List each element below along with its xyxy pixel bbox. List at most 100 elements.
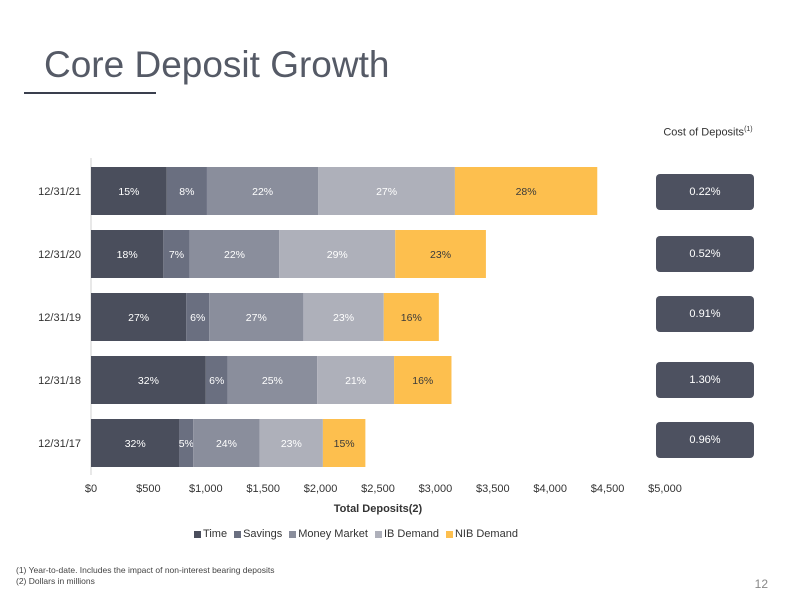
cost-value: 0.52% bbox=[689, 248, 721, 260]
cost-box-2018: 1.30% bbox=[656, 362, 754, 398]
bar-data-label: 6% bbox=[190, 312, 205, 324]
bar-data-label: 7% bbox=[169, 249, 184, 261]
bar-segment bbox=[227, 356, 318, 404]
cost-box-2021: 0.22% bbox=[656, 174, 754, 210]
bar-segment bbox=[454, 167, 598, 215]
bar-data-label: 32% bbox=[125, 438, 146, 450]
bar-segment bbox=[322, 419, 366, 467]
legend-swatch bbox=[289, 530, 297, 538]
bar-segment bbox=[91, 167, 167, 215]
y-category-label: 12/31/20 bbox=[38, 249, 81, 261]
bar-data-label: 5% bbox=[179, 438, 194, 450]
bar-segment bbox=[189, 230, 280, 278]
y-category-label: 12/31/17 bbox=[38, 438, 81, 450]
bar-segment bbox=[166, 167, 207, 215]
legend-item: NIB Demand bbox=[445, 528, 518, 540]
bar-data-label: 22% bbox=[252, 186, 273, 198]
bar-segment bbox=[179, 419, 194, 467]
cost-box-2017: 0.96% bbox=[656, 422, 754, 458]
cost-value: 1.30% bbox=[689, 374, 721, 386]
legend-swatch bbox=[374, 530, 382, 538]
legend-item: Money Market bbox=[289, 528, 368, 540]
x-tick-label: $1,500 bbox=[246, 483, 280, 495]
x-tick-label: $500 bbox=[136, 483, 160, 495]
bar-data-label: 29% bbox=[327, 249, 348, 261]
cost-box-2019: 0.91% bbox=[656, 296, 754, 332]
cost-box-2020: 0.52% bbox=[656, 236, 754, 272]
legend-swatch bbox=[194, 530, 202, 538]
x-axis-title: Total Deposits(2) bbox=[334, 503, 423, 515]
legend-label: Savings bbox=[243, 528, 283, 540]
cost-header-sup: (1) bbox=[744, 126, 753, 133]
bar-data-label: 25% bbox=[262, 375, 283, 387]
bar-data-label: 27% bbox=[376, 186, 397, 198]
footnotes: (1) Year-to-date. Includes the impact of… bbox=[16, 565, 274, 587]
bar-data-label: 23% bbox=[430, 249, 451, 261]
bar-segment bbox=[209, 293, 304, 341]
bar-segment bbox=[186, 293, 210, 341]
bar-segment bbox=[259, 419, 323, 467]
x-tick-label: $5,000 bbox=[648, 483, 682, 495]
bar-segment bbox=[91, 293, 187, 341]
bar-segment bbox=[279, 230, 396, 278]
bar-data-label: 24% bbox=[216, 438, 237, 450]
legend-item: Time bbox=[194, 528, 227, 540]
bar-segment bbox=[206, 167, 319, 215]
bar-segment bbox=[395, 230, 486, 278]
title-underline bbox=[24, 92, 156, 94]
y-category-label: 12/31/21 bbox=[38, 186, 81, 198]
legend-label: Money Market bbox=[298, 528, 368, 540]
bar-data-label: 6% bbox=[209, 375, 224, 387]
chart-legend: Time Savings Money Market IB Demand NIB Dema… bbox=[0, 528, 660, 540]
legend-swatch bbox=[445, 530, 453, 538]
bar-segment bbox=[317, 356, 395, 404]
x-tick-label: $0 bbox=[85, 483, 97, 495]
footnote-2: (2) Dollars in millions bbox=[16, 576, 95, 586]
cost-value: 0.91% bbox=[689, 308, 721, 320]
bar-data-label: 27% bbox=[128, 312, 149, 324]
bar-data-label: 16% bbox=[401, 312, 422, 324]
bar-segment bbox=[205, 356, 228, 404]
cost-of-deposits-header: Cost of Deposits(1) bbox=[660, 123, 756, 140]
footnote-1: (1) Year-to-date. Includes the impact of… bbox=[16, 565, 275, 575]
bar-segment bbox=[91, 230, 164, 278]
y-category-label: 12/31/19 bbox=[38, 312, 81, 324]
cost-value: 0.96% bbox=[689, 434, 721, 446]
bar-data-label: 15% bbox=[334, 438, 355, 450]
page-title: Core Deposit Growth bbox=[44, 44, 390, 85]
bar-data-label: 18% bbox=[117, 249, 138, 261]
legend-label: NIB Demand bbox=[454, 528, 518, 540]
y-category-label: 12/31/18 bbox=[38, 375, 81, 387]
bar-data-label: 22% bbox=[224, 249, 245, 261]
bar-data-label: 23% bbox=[281, 438, 302, 450]
bar-data-label: 32% bbox=[138, 375, 159, 387]
cost-header-text: Cost of Deposits bbox=[663, 126, 745, 139]
legend-label: Time bbox=[203, 528, 228, 540]
bar-data-label: 21% bbox=[345, 375, 366, 387]
bar-data-label: 27% bbox=[246, 312, 267, 324]
bar-segment bbox=[193, 419, 260, 467]
legend-item: IB Demand bbox=[374, 528, 439, 540]
bar-data-label: 28% bbox=[516, 186, 537, 198]
bar-segment bbox=[91, 419, 180, 467]
bar-segment bbox=[394, 356, 452, 404]
x-tick-label: $3,000 bbox=[419, 483, 453, 495]
page-number: 12 bbox=[754, 577, 768, 591]
x-tick-label: $4,500 bbox=[591, 483, 625, 495]
bar-segment bbox=[91, 356, 206, 404]
legend-label: IB Demand bbox=[383, 528, 439, 540]
x-tick-label: $2,000 bbox=[304, 483, 338, 495]
legend-swatch bbox=[234, 530, 242, 538]
cost-value: 0.22% bbox=[689, 186, 721, 198]
bar-data-label: 16% bbox=[412, 375, 433, 387]
bar-data-label: 15% bbox=[118, 186, 139, 198]
legend-item: Savings bbox=[234, 528, 282, 540]
bar-data-label: 8% bbox=[179, 186, 194, 198]
x-tick-label: $1,000 bbox=[189, 483, 223, 495]
x-tick-label: $3,500 bbox=[476, 483, 510, 495]
bar-segment bbox=[318, 167, 455, 215]
bar-data-label: 23% bbox=[333, 312, 354, 324]
x-tick-label: $4,000 bbox=[533, 483, 567, 495]
x-tick-label: $2,500 bbox=[361, 483, 395, 495]
